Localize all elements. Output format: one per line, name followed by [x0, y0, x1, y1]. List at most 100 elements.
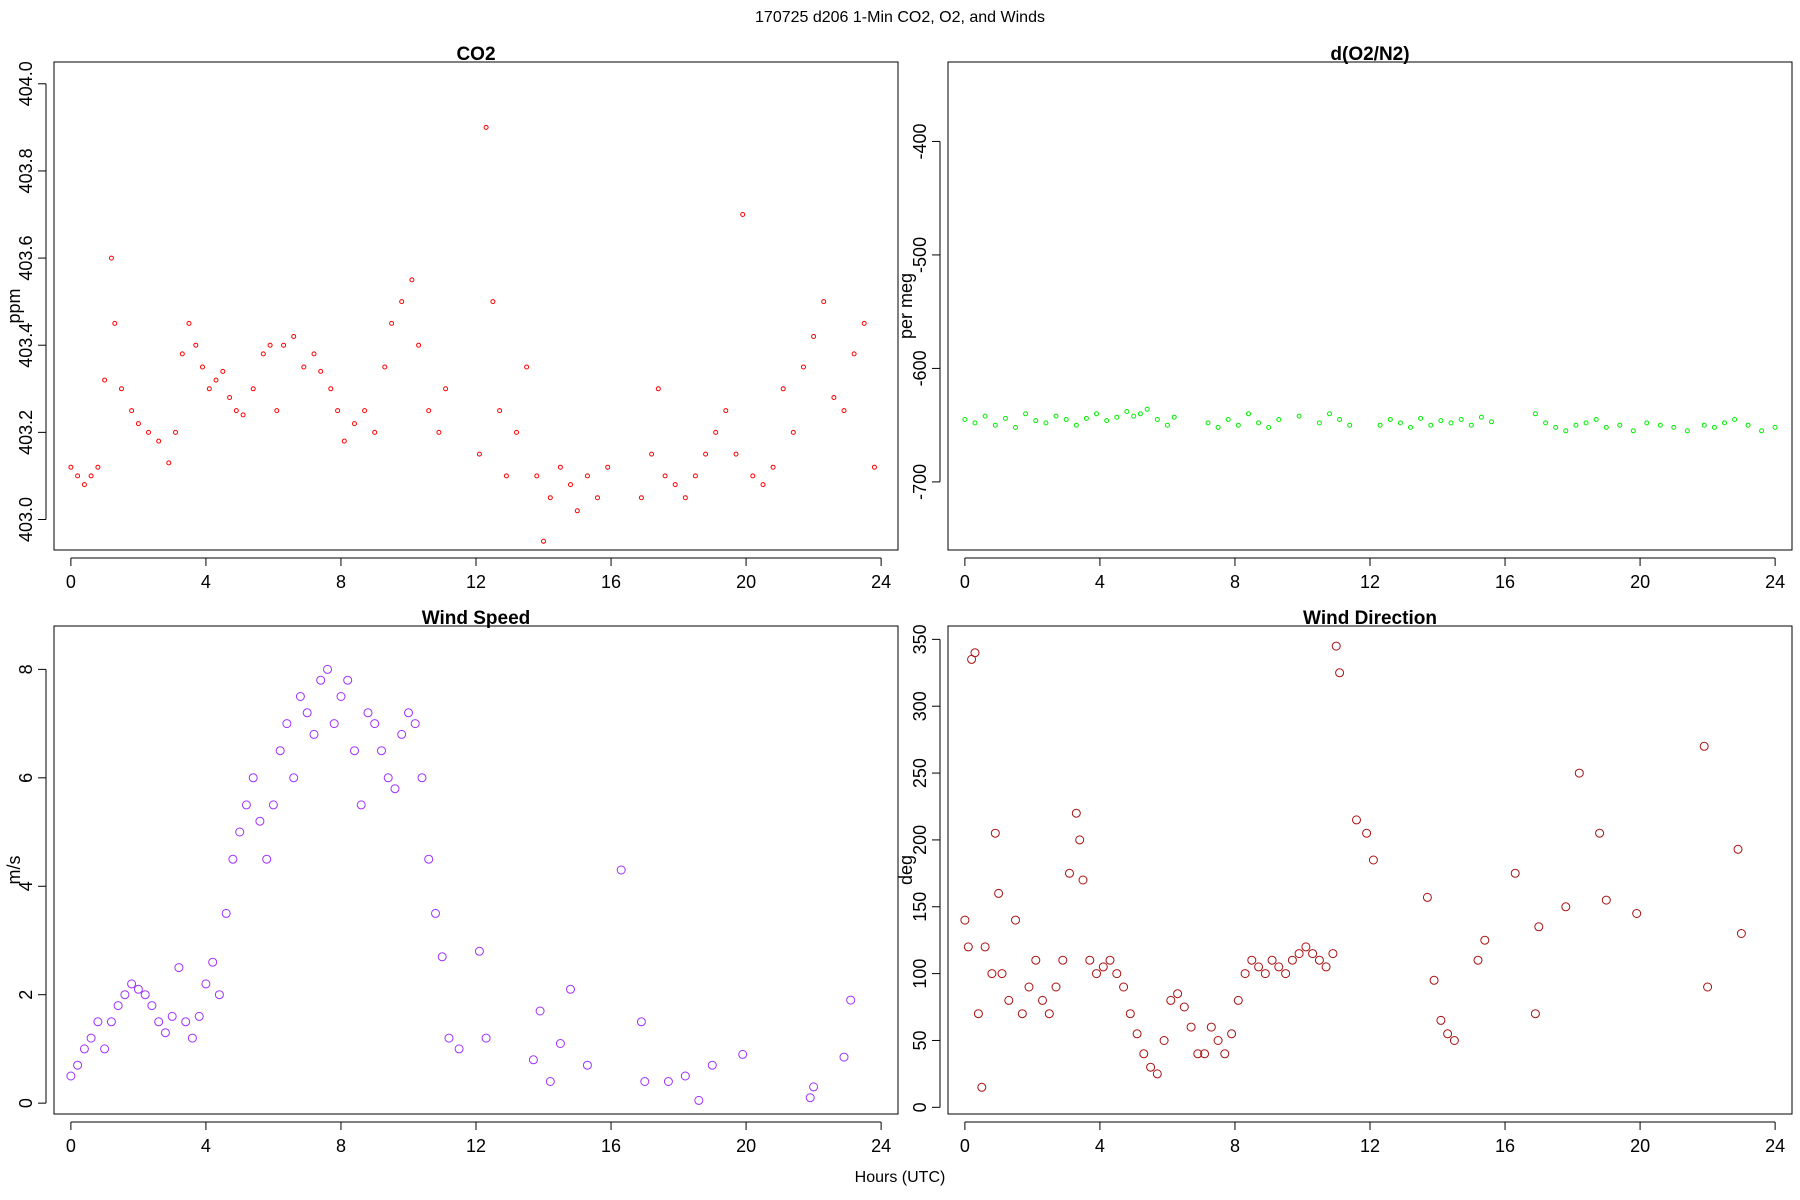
data-point	[1053, 413, 1059, 419]
data-point	[160, 1028, 170, 1038]
data-point	[1205, 420, 1211, 426]
data-point	[1266, 424, 1272, 430]
data-point	[566, 984, 575, 994]
x-tick-label: 4	[1095, 572, 1105, 592]
data-point	[166, 460, 172, 466]
data-point	[424, 854, 434, 864]
data-point	[557, 464, 563, 470]
data-point	[584, 473, 590, 479]
data-point	[528, 1055, 538, 1065]
data-point	[79, 1044, 89, 1054]
data-point	[1328, 949, 1338, 959]
co2-ylabel: ppm	[4, 288, 24, 323]
data-point	[1699, 741, 1709, 751]
data-point	[474, 946, 484, 956]
data-point	[1058, 955, 1068, 965]
data-point	[713, 429, 719, 435]
data-point	[1220, 1049, 1230, 1059]
o2-axes: 0 4 8 12 16 20 24 -700 -600 -500 -400	[910, 123, 1785, 592]
data-point	[1287, 955, 1297, 965]
data-point	[372, 429, 378, 435]
data-point	[638, 495, 644, 501]
data-point	[703, 451, 709, 457]
data-point	[167, 1011, 177, 1021]
data-point	[1644, 420, 1650, 426]
data-point	[291, 334, 297, 339]
y-tick-label: 6	[16, 773, 36, 783]
wind-speed-title: Wind Speed	[422, 608, 531, 629]
data-point	[208, 957, 218, 967]
data-point	[417, 773, 427, 783]
data-point	[1671, 424, 1677, 430]
y-tick-label: 403.4	[16, 323, 36, 368]
data-point	[846, 995, 856, 1005]
wind-direction-points	[960, 641, 1746, 1092]
data-point	[963, 942, 973, 952]
data-point	[1308, 949, 1318, 959]
data-point	[1630, 428, 1636, 434]
data-point	[267, 342, 273, 348]
data-point	[1368, 855, 1378, 865]
data-point	[1247, 955, 1257, 965]
data-point	[574, 508, 580, 514]
data-point	[200, 364, 205, 370]
y-tick-label: -600	[910, 350, 930, 386]
data-point	[568, 482, 573, 488]
data-point	[88, 473, 94, 479]
data-point	[356, 800, 366, 810]
data-point	[1468, 422, 1474, 428]
wind-direction-axes: 0 4 8 12 16 20 24 0 50 100 150 200 250 300 350	[910, 624, 1785, 1156]
data-point	[1200, 1049, 1210, 1059]
y-tick-label: 403.8	[16, 148, 36, 193]
data-point	[1429, 975, 1439, 985]
x-tick-label: 20	[1630, 572, 1650, 592]
x-tick-label: 24	[871, 1136, 891, 1156]
data-point	[990, 828, 1000, 838]
data-point	[1428, 422, 1434, 428]
data-point	[409, 277, 415, 283]
data-point	[335, 408, 341, 414]
data-point	[1166, 995, 1176, 1005]
data-point	[973, 1009, 983, 1019]
data-point	[1073, 422, 1079, 428]
data-point	[1296, 413, 1302, 419]
data-point	[1617, 422, 1623, 428]
x-tick-label: 12	[466, 572, 486, 592]
data-point	[323, 664, 332, 674]
data-point	[1105, 955, 1115, 965]
y-tick-label: 200	[910, 825, 930, 855]
y-tick-label: 350	[910, 624, 930, 654]
data-point	[281, 342, 287, 348]
data-point	[431, 908, 440, 918]
data-point	[694, 1095, 704, 1105]
data-point	[733, 451, 739, 457]
data-point	[220, 368, 226, 374]
data-point	[790, 429, 796, 435]
data-point	[100, 1044, 110, 1054]
data-point	[1321, 962, 1331, 972]
x-tick-label: 0	[960, 1136, 970, 1156]
data-point	[1254, 962, 1264, 972]
data-point	[582, 1060, 592, 1070]
data-point	[1206, 1022, 1216, 1032]
data-point	[960, 915, 970, 925]
y-tick-label: 250	[910, 758, 930, 788]
y-tick-label: 403.6	[16, 236, 36, 281]
data-point	[483, 124, 489, 130]
data-point	[1443, 1029, 1453, 1039]
data-point	[179, 351, 185, 357]
figure-suptitle: 170725 d206 1-Min CO2, O2, and Winds	[755, 9, 1045, 26]
data-point	[301, 364, 307, 370]
data-point	[156, 438, 162, 444]
data-point	[1276, 417, 1282, 422]
data-point	[1532, 411, 1538, 417]
wind-direction-title: Wind Direction	[1303, 608, 1437, 629]
data-point	[1281, 969, 1291, 979]
data-point	[1033, 418, 1039, 424]
data-point	[1215, 424, 1221, 430]
data-point	[1335, 668, 1345, 678]
wind-speed-points	[66, 664, 856, 1105]
data-point	[1225, 417, 1231, 422]
y-tick-label: 50	[910, 1030, 930, 1050]
